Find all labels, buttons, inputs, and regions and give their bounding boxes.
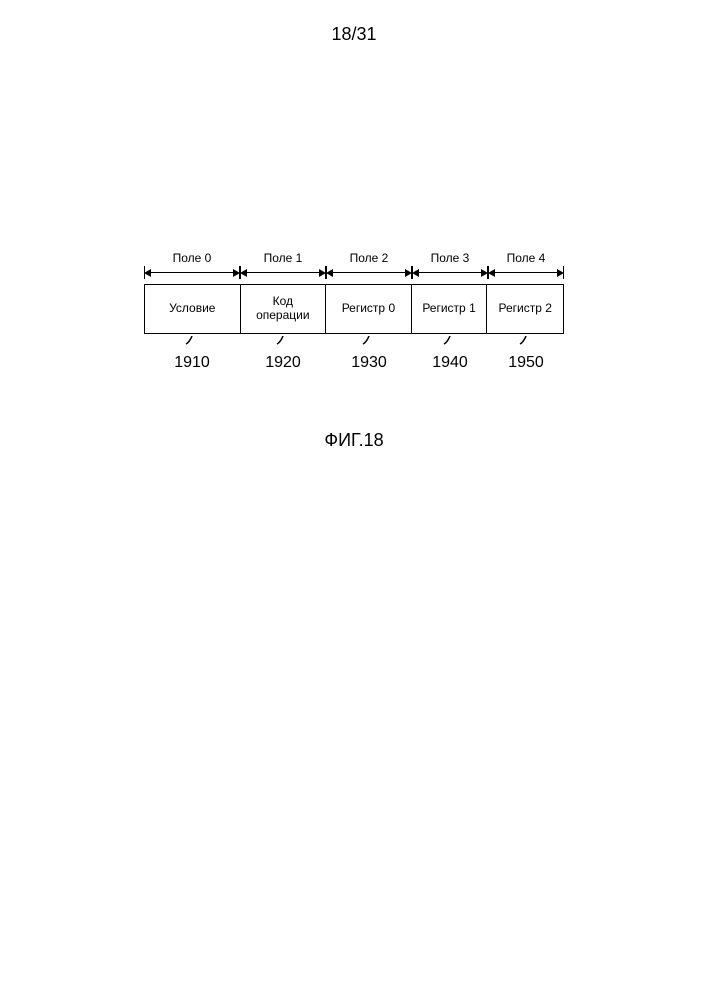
instruction-format-diagram: Поле 0 Поле 1 Поле 2 Поле 3 bbox=[144, 250, 564, 372]
reference-numeral-text: 1940 bbox=[432, 354, 468, 372]
field-span-label: Поле 3 bbox=[412, 250, 488, 264]
double-arrow-icon bbox=[326, 266, 412, 280]
reference-numeral: 1940 bbox=[412, 334, 488, 372]
double-arrow-icon bbox=[412, 266, 488, 280]
lead-line-icon bbox=[443, 336, 457, 350]
lead-line-icon bbox=[185, 336, 199, 350]
lead-line-icon bbox=[276, 336, 290, 350]
double-arrow-icon bbox=[240, 266, 326, 280]
field-span-label: Поле 2 bbox=[326, 250, 412, 264]
reference-numerals-row: 1910 1920 1930 1940 1950 bbox=[144, 334, 564, 372]
lead-line-icon bbox=[362, 336, 376, 350]
reference-numeral-text: 1950 bbox=[508, 354, 544, 372]
field-spans-row: Поле 0 Поле 1 Поле 2 Поле 3 bbox=[144, 250, 564, 282]
reference-numeral: 1930 bbox=[326, 334, 412, 372]
reference-numeral: 1910 bbox=[144, 334, 240, 372]
figure-caption: ФИГ.18 bbox=[0, 430, 708, 451]
field-cell-reg0: Регистр 0 bbox=[326, 285, 412, 333]
double-arrow-icon bbox=[144, 266, 240, 280]
page: 18/31 Поле 0 Поле 1 Поле 2 bbox=[0, 0, 708, 1000]
field-span: Поле 2 bbox=[326, 250, 412, 282]
field-span: Поле 1 bbox=[240, 250, 326, 282]
field-cell-reg1: Регистр 1 bbox=[412, 285, 488, 333]
field-span-label: Поле 0 bbox=[144, 250, 240, 264]
instruction-word: Условие Код операции Регистр 0 Регистр 1… bbox=[144, 284, 564, 334]
lead-line-icon bbox=[519, 336, 533, 350]
reference-numeral: 1950 bbox=[488, 334, 564, 372]
field-cell-reg2: Регистр 2 bbox=[487, 285, 563, 333]
field-span-label: Поле 4 bbox=[488, 250, 564, 264]
field-cell-condition: Условие bbox=[145, 285, 241, 333]
reference-numeral: 1920 bbox=[240, 334, 326, 372]
field-span: Поле 3 bbox=[412, 250, 488, 282]
reference-numeral-text: 1930 bbox=[351, 354, 387, 372]
double-arrow-icon bbox=[488, 266, 564, 280]
page-number: 18/31 bbox=[0, 24, 708, 45]
field-span-label: Поле 1 bbox=[240, 250, 326, 264]
field-span: Поле 4 bbox=[488, 250, 564, 282]
field-span: Поле 0 bbox=[144, 250, 240, 282]
reference-numeral-text: 1920 bbox=[265, 354, 301, 372]
reference-numeral-text: 1910 bbox=[174, 354, 210, 372]
field-cell-opcode: Код операции bbox=[241, 285, 327, 333]
